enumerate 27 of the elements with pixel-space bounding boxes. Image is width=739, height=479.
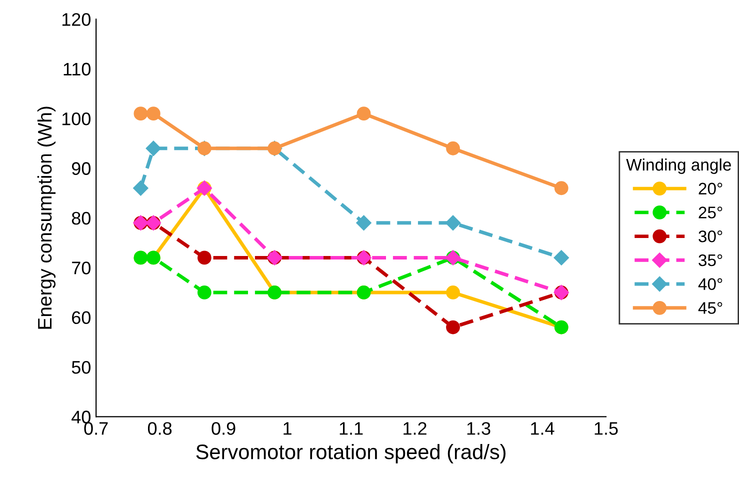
legend-title: Winding angle [626,158,731,174]
x-tick-label: 1.1 [340,422,363,435]
y-tick-label: 90 [72,162,91,175]
y-tick-label: 60 [72,311,91,324]
y-tick-label: 120 [62,13,91,26]
y-tick-label: 110 [64,62,91,76]
y-tick-label: 80 [72,212,91,225]
legend-label: 45° [698,302,722,314]
y-tick-label: 40 [72,410,91,424]
x-tick-label: 0.7 [84,422,108,435]
legend-label: 25° [698,206,722,218]
y-tick-label: 100 [62,112,91,126]
legend-label: 35° [698,254,722,266]
x-tick-label: 1.5 [594,422,618,435]
legend-label: 30° [698,230,722,242]
x-tick-label: 1 [284,422,292,435]
x-tick-label: 1.3 [467,422,490,435]
x-tick-label: 1.2 [404,422,426,435]
y-axis-title: Energy consumption (Wh) [37,106,56,329]
x-tick-label: 0.9 [212,422,236,435]
x-axis-title: Servomotor rotation speed (rad/s) [196,444,506,464]
legend-label: 20° [698,182,722,195]
y-tick-label: 70 [72,262,91,274]
y-tick-label: 50 [72,360,91,374]
x-tick-label: 1.4 [531,422,554,435]
x-tick-label: 0.8 [148,422,172,435]
legend-label: 40° [698,278,722,290]
